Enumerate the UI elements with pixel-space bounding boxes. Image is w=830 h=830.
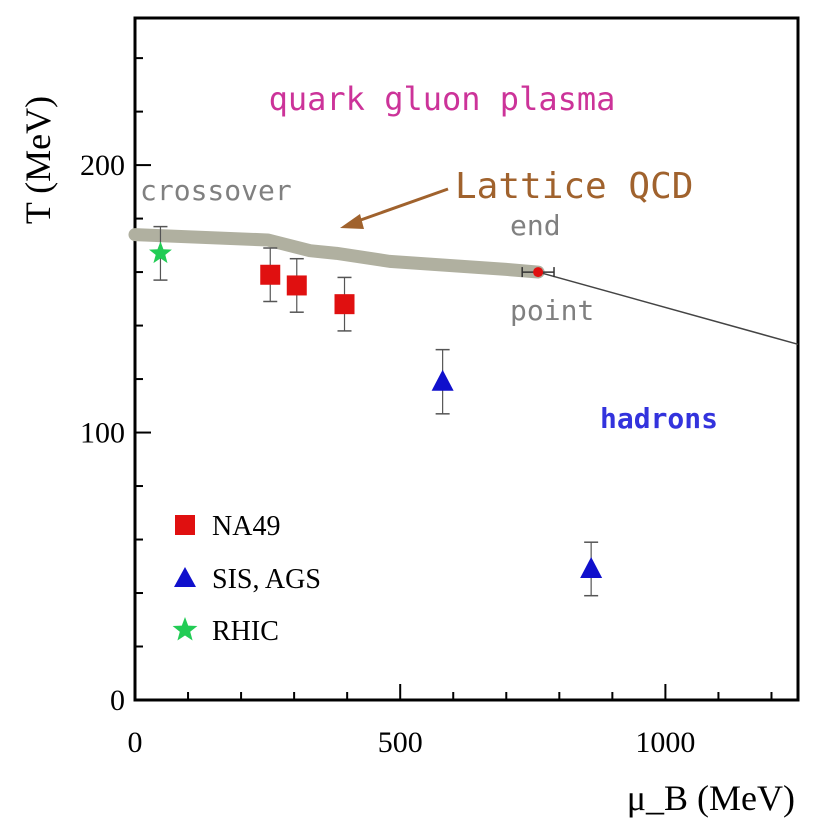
tick-labels: 0 500 1000 0 100 200 (80, 149, 695, 759)
lattice-arrow (340, 187, 449, 229)
plot-frame (133, 16, 800, 702)
legend-marker-na49 (175, 515, 195, 535)
y-tick-label: 0 (110, 684, 125, 717)
x-axis-title: μ_B (MeV) (627, 778, 795, 818)
x-tick-label: 0 (128, 726, 143, 759)
legend-marker-sis-ags (174, 567, 196, 587)
axis-ticks (134, 57, 773, 701)
sis-ags-point (431, 369, 454, 391)
x-tick-label: 1000 (635, 726, 695, 759)
y-tick-label: 100 (80, 417, 125, 450)
label-crossover: crossover (140, 174, 292, 207)
y-tick-label: 200 (80, 149, 125, 182)
label-point: point (510, 294, 594, 327)
critical-end-point (533, 267, 544, 278)
legend-label-rhic: RHIC (212, 616, 279, 647)
label-hadrons: hadrons (600, 402, 718, 435)
sis-ags-point (580, 556, 603, 578)
y-axis-title: T (MeV) (18, 96, 58, 224)
x-tick-label: 500 (378, 726, 423, 759)
label-quark-gluon-plasma: quark gluon plasma (269, 80, 616, 118)
rhic-point (149, 241, 172, 264)
label-end: end (510, 209, 561, 242)
legend: NA49 SIS, AGS RHIC (172, 511, 321, 647)
lattice-qcd-band (128, 228, 545, 279)
data-points (149, 225, 603, 597)
legend-label-sis-ags: SIS, AGS (212, 564, 321, 595)
na49-point (286, 275, 307, 296)
legend-label-na49: NA49 (212, 511, 280, 542)
na49-point (334, 294, 355, 315)
na49-point (260, 264, 281, 285)
transition-line (537, 271, 799, 346)
legend-marker-rhic (172, 617, 198, 641)
label-lattice-qcd: Lattice QCD (455, 166, 693, 207)
